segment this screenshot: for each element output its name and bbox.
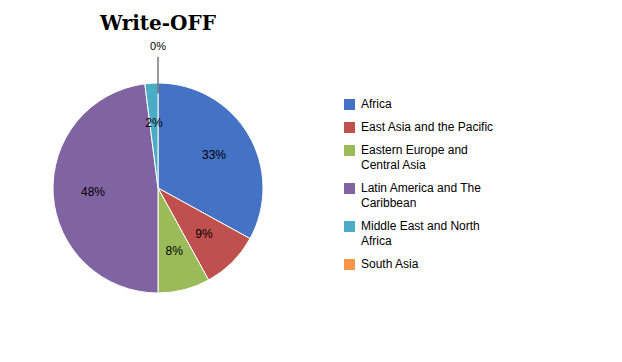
html-text:East Asia and the Pacific: East Asia and the Pacific [361, 119, 494, 134]
svg-text:0%: 0% [150, 40, 166, 52]
html-text:Africa: Africa [361, 96, 392, 111]
html-text:Write-OFF: Write-OFF [100, 11, 216, 35]
html-text:Latin America and The Caribbea: Latin America and The Caribbean [361, 180, 481, 210]
svg-text:2%: 2% [145, 116, 163, 130]
svg-text:48%: 48% [81, 185, 105, 199]
html-text:Eastern Europe and Central Asi: Eastern Europe and Central Asia [361, 142, 468, 172]
svg-text:8%: 8% [166, 244, 184, 258]
svg-text:9%: 9% [195, 227, 213, 241]
html-text:Middle East and North Africa: Middle East and North Africa [361, 218, 480, 248]
svg-text:33%: 33% [202, 148, 226, 162]
html-text:South Asia: South Asia [361, 256, 419, 271]
